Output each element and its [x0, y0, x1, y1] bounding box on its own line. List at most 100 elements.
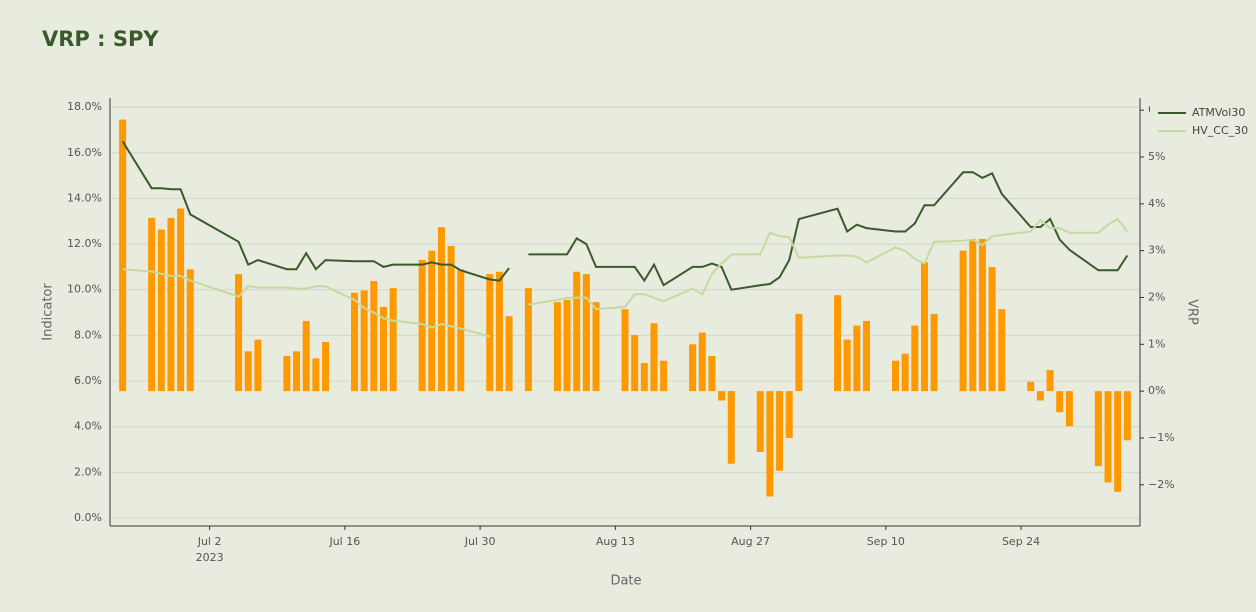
bar: [834, 295, 842, 392]
y2-tick-label: 1%: [1148, 337, 1165, 350]
bar: [901, 353, 909, 392]
x-tick-year: 2023: [196, 551, 224, 564]
x-tick-label: Sep 24: [1002, 535, 1040, 548]
bar: [1046, 370, 1054, 392]
legend-label: ATMVol30: [1192, 106, 1245, 119]
bar: [1104, 391, 1112, 483]
y2-tick-label: 3%: [1148, 244, 1165, 257]
bar: [524, 288, 532, 392]
y2-tick-label: 4%: [1148, 197, 1165, 210]
bar: [689, 344, 697, 392]
bar: [930, 313, 938, 392]
line: [121, 140, 1129, 291]
bar: [302, 320, 310, 392]
bar: [650, 323, 658, 392]
y2-tick-label: 5%: [1148, 150, 1165, 163]
y-tick-label: 10.0%: [67, 283, 102, 296]
bar: [293, 351, 301, 392]
bar: [969, 238, 977, 392]
bar: [998, 309, 1006, 392]
marks: [119, 119, 1131, 497]
bar: [785, 391, 793, 438]
bar: [718, 391, 726, 401]
bar: [186, 269, 194, 392]
bar: [428, 250, 436, 392]
bar: [119, 119, 127, 392]
y-tick-label: 18.0%: [67, 100, 102, 113]
y-tick-label: 6.0%: [74, 374, 102, 387]
bar: [863, 320, 871, 392]
bar: [1123, 391, 1131, 441]
y-tick-label: 8.0%: [74, 328, 102, 341]
x-tick-label: Jul 16: [328, 535, 360, 548]
bar: [379, 306, 387, 392]
x-tick-label: Jul 30: [464, 535, 496, 548]
bar: [254, 339, 262, 392]
bar: [727, 391, 735, 464]
x-axis-label: Date: [610, 574, 641, 589]
bar: [312, 358, 320, 392]
grid: [110, 106, 1140, 519]
x-tick-label: Aug 27: [731, 535, 770, 548]
y-tick-label: 2.0%: [74, 465, 102, 478]
y2-tick-label: −1%: [1148, 431, 1175, 444]
bar: [1056, 391, 1064, 413]
y-tick-label: 0.0%: [74, 511, 102, 524]
bar: [360, 290, 368, 392]
bar: [244, 351, 252, 392]
x-tick-label: Jul 2: [197, 535, 222, 548]
legend-label: HV_CC_30: [1192, 124, 1248, 137]
legend: ATMVol30 HV_CC_30: [1150, 102, 1254, 142]
bar: [1114, 391, 1122, 492]
bar: [988, 267, 996, 392]
bar: [756, 391, 764, 453]
y-tick-label: 14.0%: [67, 191, 102, 204]
bar: [592, 302, 600, 392]
bar: [177, 208, 185, 392]
bar: [235, 274, 243, 392]
bar: [698, 332, 706, 392]
y2-tick-label: 0%: [1148, 384, 1165, 397]
bar: [457, 269, 465, 392]
bar: [157, 229, 165, 392]
bar: [631, 334, 639, 392]
x-tick-label: Sep 10: [867, 535, 905, 548]
y2-tick-label: −2%: [1148, 478, 1175, 491]
y-tick-label: 16.0%: [67, 146, 102, 159]
bar: [486, 274, 494, 392]
bar: [505, 316, 513, 392]
bar: [766, 391, 774, 497]
bar: [370, 281, 378, 392]
bar: [795, 313, 803, 392]
bar: [853, 325, 861, 392]
bar: [553, 302, 561, 392]
bar: [351, 292, 359, 392]
chart-title: VRP : SPY: [42, 27, 159, 51]
bar: [920, 262, 928, 392]
legend-box: [1150, 102, 1254, 142]
bar: [322, 341, 330, 392]
bar: [148, 217, 156, 392]
bar: [776, 391, 784, 471]
bar: [621, 309, 629, 392]
bar: [389, 288, 397, 392]
bar: [911, 325, 919, 392]
bar: [843, 339, 851, 392]
bar: [563, 299, 571, 392]
y-tick-label: 12.0%: [67, 237, 102, 250]
bar: [1094, 391, 1102, 467]
bar: [437, 227, 445, 392]
bar: [495, 271, 503, 392]
bar: [1036, 391, 1044, 401]
bar: [573, 271, 581, 392]
y2-tick-label: 2%: [1148, 290, 1165, 303]
bar: [1065, 391, 1073, 427]
bar: [447, 245, 455, 392]
bar: [959, 250, 967, 392]
bar: [1027, 381, 1035, 392]
x-tick-label: Aug 13: [596, 535, 635, 548]
bar: [582, 274, 590, 392]
